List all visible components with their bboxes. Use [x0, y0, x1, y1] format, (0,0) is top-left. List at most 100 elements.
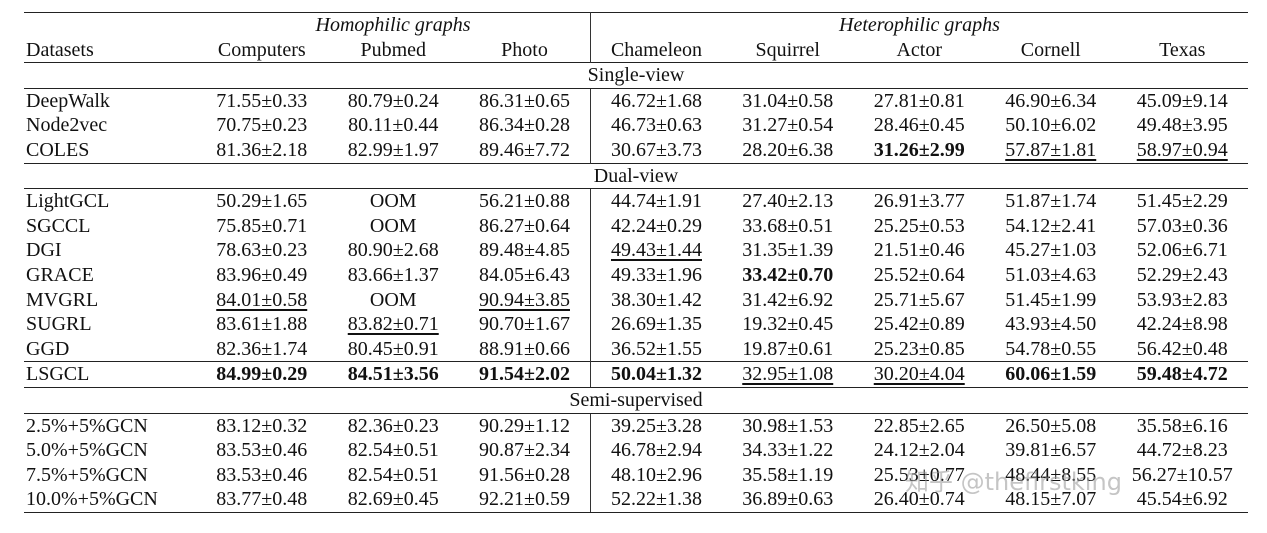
- result-value: 28.20±6.38: [742, 138, 834, 161]
- result-cell: 19.32±0.45: [722, 312, 854, 337]
- result-cell: 54.12±2.41: [985, 214, 1117, 239]
- result-value: 86.34±0.28: [479, 114, 570, 137]
- result-cell: 57.87±1.81: [985, 138, 1117, 163]
- result-cell: 50.29±1.65: [196, 188, 328, 214]
- result-cell: 31.35±1.39: [722, 238, 854, 263]
- heterophilic-group-header: Heterophilic graphs: [590, 12, 1248, 38]
- result-cell: 50.04±1.32: [590, 361, 722, 388]
- result-cell: 57.03±0.36: [1117, 214, 1249, 239]
- result-cell: 83.12±0.32: [196, 412, 328, 439]
- result-value: 52.06±6.71: [1136, 239, 1228, 262]
- result-cell: 45.54±6.92: [1116, 487, 1248, 513]
- result-cell: 58.97±0.94: [1117, 138, 1249, 163]
- table-row: LightGCL 50.29±1.65 OOM 56.21±0.88 44.74±1.9…: [24, 188, 1248, 214]
- result-cell: 31.26±2.99: [854, 138, 986, 163]
- result-cell: 48.44±8.55: [985, 463, 1117, 488]
- result-value: OOM: [369, 288, 417, 311]
- result-value: 49.43±1.44: [611, 239, 702, 262]
- method-name: 2.5%+5%GCN: [24, 412, 196, 439]
- homophilic-group-header: Homophilic graphs: [315, 14, 471, 36]
- result-value: 36.89±0.63: [742, 488, 834, 511]
- table-row: 7.5%+5%GCN 83.53±0.46 82.54±0.51 91.56±0.28…: [24, 462, 1249, 488]
- result-cell: 56.27±10.57: [1117, 463, 1249, 488]
- group-header-row: Homophilic graphs Heterophilic graphs: [24, 12, 1248, 38]
- method-name: 7.5%+5%GCN: [26, 463, 148, 486]
- result-cell: 52.06±6.71: [1117, 238, 1249, 263]
- result-cell: 82.54±0.51: [328, 438, 460, 463]
- column-header-computers: Computers: [217, 38, 306, 61]
- result-cell: 80.79±0.24: [327, 87, 459, 114]
- result-value: 80.45±0.91: [347, 337, 439, 360]
- result-value: 56.42±0.48: [1136, 337, 1228, 360]
- result-value: 83.96±0.49: [216, 263, 308, 286]
- result-value: 25.71±5.67: [873, 288, 965, 311]
- result-cell: 39.81±6.57: [985, 438, 1117, 463]
- result-cell: 44.74±1.91: [590, 188, 722, 214]
- result-cell: 31.04±0.58: [722, 87, 854, 114]
- result-cell: OOM: [328, 214, 460, 239]
- result-value: 91.56±0.28: [479, 463, 570, 486]
- result-value: 36.52±1.55: [611, 337, 702, 360]
- result-value: 43.93±4.50: [1005, 313, 1097, 336]
- result-value: 31.35±1.39: [742, 239, 834, 262]
- result-cell: 44.72±8.23: [1117, 438, 1249, 463]
- result-cell: 51.45±2.29: [1116, 188, 1248, 214]
- result-value: 86.31±0.65: [479, 89, 570, 112]
- result-cell: 49.48±3.95: [1117, 113, 1249, 138]
- result-value: 26.69±1.35: [611, 313, 702, 336]
- column-header-actor: Actor: [896, 38, 943, 61]
- result-value: 46.78±2.94: [611, 439, 702, 462]
- column-header-pubmed: Pubmed: [360, 38, 427, 61]
- result-cell: 34.33±1.22: [722, 438, 854, 463]
- result-value: 70.75±0.23: [216, 114, 308, 137]
- column-header-squirrel: Squirrel: [755, 38, 820, 61]
- result-value: 53.93±2.83: [1136, 288, 1228, 311]
- result-cell: 90.94±3.85: [459, 288, 591, 313]
- result-cell: 46.73±0.63: [590, 113, 722, 138]
- result-cell: 31.42±6.92: [722, 288, 854, 313]
- result-cell: 86.31±0.65: [459, 87, 591, 114]
- result-value: 26.50±5.08: [1005, 414, 1097, 437]
- column-header-datasets: Datasets: [26, 38, 94, 61]
- result-cell: 82.36±1.74: [196, 337, 328, 362]
- result-cell: 90.87±2.34: [459, 438, 591, 463]
- result-value: 86.27±0.64: [479, 214, 570, 237]
- result-cell: 88.91±0.66: [459, 337, 591, 362]
- result-value: 84.01±0.58: [216, 288, 308, 311]
- section-header-row: Semi-supervised: [24, 386, 1248, 413]
- method-name: MVGRL: [26, 288, 99, 311]
- result-value: 33.42±0.70: [742, 263, 834, 286]
- table-row: DGI 78.63±0.23 80.90±2.68 89.48±4.85 49.43±1…: [24, 238, 1248, 263]
- result-cell: 49.33±1.96: [590, 262, 722, 288]
- result-value: 39.81±6.57: [1005, 439, 1097, 462]
- result-value: 52.29±2.43: [1136, 263, 1228, 286]
- result-cell: 91.56±0.28: [459, 463, 591, 488]
- result-cell: 36.52±1.55: [590, 336, 722, 362]
- result-value: 35.58±6.16: [1136, 414, 1228, 437]
- result-cell: 83.61±1.88: [196, 312, 328, 337]
- result-value: 44.74±1.91: [611, 190, 702, 213]
- result-cell: 27.40±2.13: [722, 188, 854, 214]
- result-value: 75.85±0.71: [216, 214, 308, 237]
- result-value: 45.09±9.14: [1136, 89, 1228, 112]
- result-cell: 59.48±4.72: [1116, 361, 1248, 388]
- table-row: Node2vec 70.75±0.23 80.11±0.44 86.34±0.28 46…: [24, 113, 1248, 138]
- result-value: 45.27±1.03: [1005, 239, 1097, 262]
- result-cell: 83.53±0.46: [196, 463, 328, 488]
- result-value: 44.72±8.23: [1136, 439, 1228, 462]
- result-value: 48.15±7.07: [1005, 488, 1097, 511]
- result-cell: 25.53±0.77: [854, 463, 986, 488]
- result-cell: 50.10±6.02: [985, 113, 1117, 138]
- result-cell: OOM: [328, 288, 460, 313]
- result-value: 83.66±1.37: [347, 263, 439, 286]
- result-value: 56.27±10.57: [1131, 463, 1233, 486]
- result-cell: 86.27±0.64: [459, 214, 591, 239]
- method-name: GRACE: [26, 263, 94, 286]
- result-cell: 27.81±0.81: [853, 87, 985, 114]
- method-name: 10.0%+5%GCN: [24, 487, 196, 513]
- result-value: 82.54±0.51: [347, 439, 439, 462]
- column-header-texas: Texas: [1159, 38, 1206, 61]
- result-value: 26.40±0.74: [873, 488, 965, 511]
- result-value: 42.24±0.29: [611, 214, 702, 237]
- result-value: 49.33±1.96: [611, 263, 702, 286]
